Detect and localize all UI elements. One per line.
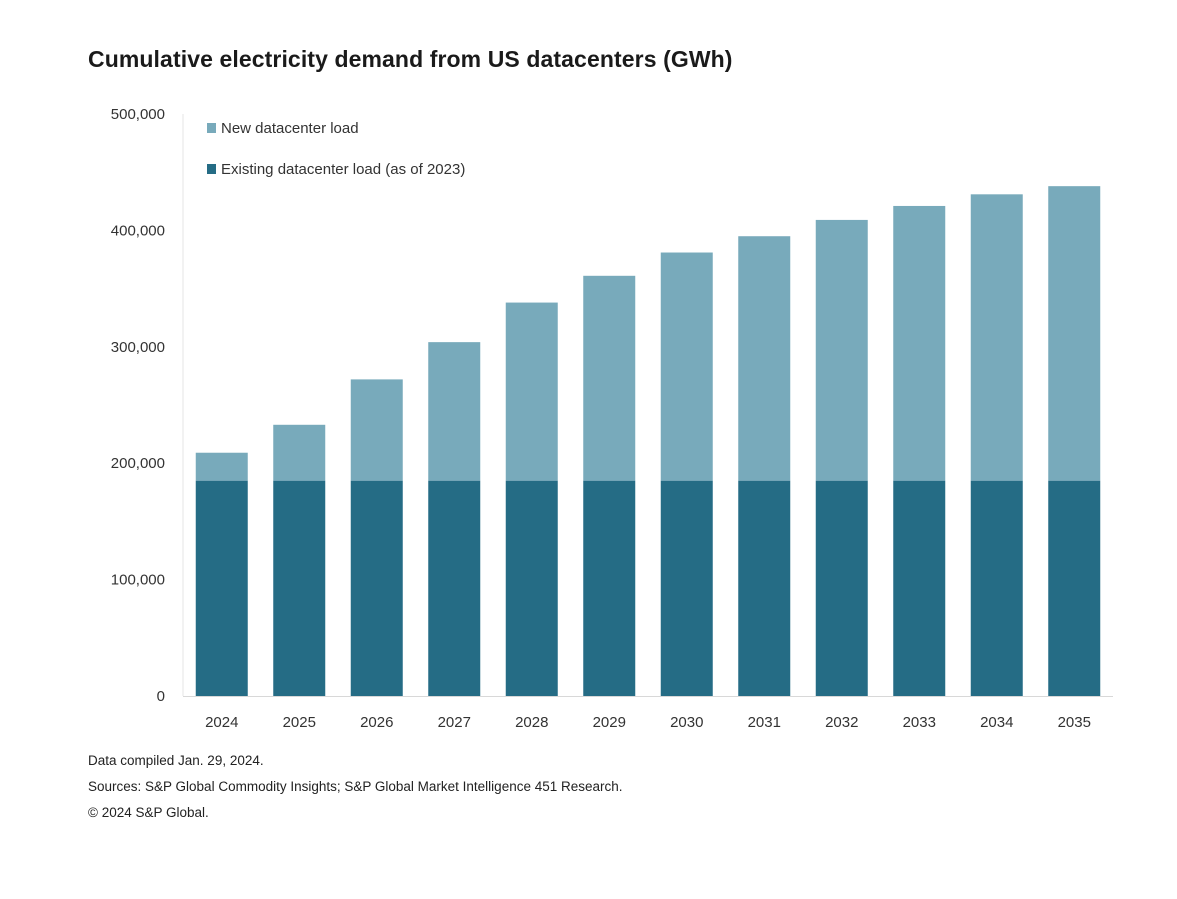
y-tick-label: 500,000 xyxy=(111,106,165,123)
bar-new-2035 xyxy=(1048,186,1101,481)
bar-new-2028 xyxy=(505,302,558,481)
bar-new-2027 xyxy=(428,342,481,481)
legend-label: Existing datacenter load (as of 2023) xyxy=(221,161,465,178)
x-tick-label: 2035 xyxy=(1058,714,1091,731)
bar-new-2030 xyxy=(660,252,713,481)
bar-new-2034 xyxy=(970,194,1023,481)
x-tick-label: 2027 xyxy=(438,714,471,731)
legend-label: New datacenter load xyxy=(221,120,359,137)
x-tick-label: 2025 xyxy=(283,714,316,731)
x-tick-label: 2032 xyxy=(825,714,858,731)
bar-new-2033 xyxy=(893,205,946,481)
bar-existing-2029 xyxy=(583,480,636,696)
y-tick-label: 300,000 xyxy=(111,339,165,356)
footnote-sources: Sources: S&P Global Commodity Insights; … xyxy=(88,779,623,794)
bar-new-2032 xyxy=(815,219,868,481)
bar-new-2029 xyxy=(583,275,636,481)
bar-existing-2031 xyxy=(738,480,791,696)
x-tick-label: 2031 xyxy=(748,714,781,731)
bar-existing-2024 xyxy=(195,480,248,696)
chart-title: Cumulative electricity demand from US da… xyxy=(88,46,733,72)
y-tick-label: 400,000 xyxy=(111,222,165,239)
bar-existing-2030 xyxy=(660,480,713,696)
x-tick-label: 2028 xyxy=(515,714,548,731)
y-tick-label: 100,000 xyxy=(111,572,165,589)
legend-swatch xyxy=(207,164,216,174)
bar-new-2031 xyxy=(738,236,791,481)
bar-existing-2033 xyxy=(893,480,946,696)
bar-existing-2027 xyxy=(428,480,481,696)
x-tick-label: 2029 xyxy=(593,714,626,731)
bar-existing-2035 xyxy=(1048,480,1101,696)
bar-existing-2032 xyxy=(815,480,868,696)
bar-new-2025 xyxy=(273,424,326,481)
x-tick-label: 2026 xyxy=(360,714,393,731)
y-tick-label: 0 xyxy=(157,688,165,705)
x-tick-label: 2034 xyxy=(980,714,1013,731)
footnote-date: Data compiled Jan. 29, 2024. xyxy=(88,753,264,768)
bar-existing-2034 xyxy=(970,480,1023,696)
bar-existing-2026 xyxy=(350,480,403,696)
bar-new-2024 xyxy=(195,452,248,481)
bar-existing-2028 xyxy=(505,480,558,696)
bar-new-2026 xyxy=(350,379,403,481)
legend-swatch xyxy=(207,123,216,133)
footnote-copyright: © 2024 S&P Global. xyxy=(88,805,209,820)
x-tick-label: 2033 xyxy=(903,714,936,731)
x-tick-label: 2030 xyxy=(670,714,703,731)
bar-existing-2025 xyxy=(273,480,326,696)
x-tick-label: 2024 xyxy=(205,714,238,731)
y-tick-label: 200,000 xyxy=(111,455,165,472)
